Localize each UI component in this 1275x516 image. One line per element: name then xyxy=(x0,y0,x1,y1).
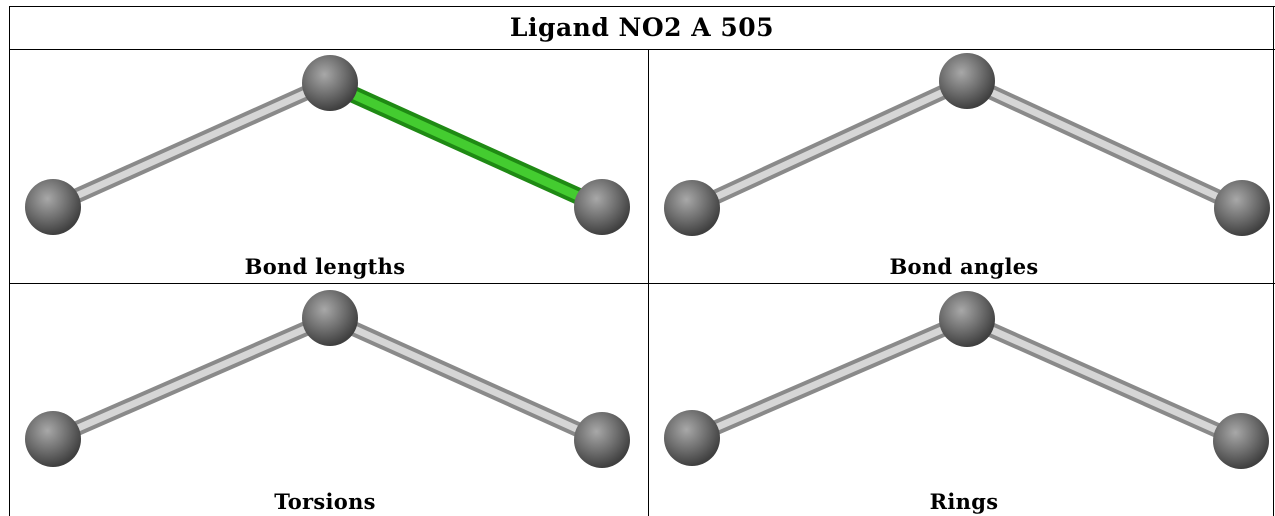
molecule-bond-lengths xyxy=(25,55,630,235)
bond-left xyxy=(45,310,338,447)
frame-right xyxy=(1273,6,1274,516)
bond-right xyxy=(959,73,1250,216)
caption-rings: Rings xyxy=(929,489,999,514)
figure-title: Ligand NO2 A 505 xyxy=(509,13,775,42)
column-divider xyxy=(648,50,649,516)
panel-torsions: Torsions xyxy=(10,284,640,515)
panel-bond-lengths: Bond lengths xyxy=(10,50,640,281)
molecule-torsions xyxy=(25,290,630,468)
molecule-bond-angles xyxy=(664,53,1270,236)
title-divider xyxy=(9,49,1275,50)
atom-right xyxy=(574,412,630,468)
panel-bond-angles: Bond angles xyxy=(649,50,1275,281)
bond-right xyxy=(322,310,609,448)
atom-left xyxy=(25,411,81,467)
atom-center xyxy=(939,53,995,109)
atom-right xyxy=(1213,413,1269,469)
atom-left xyxy=(25,179,81,235)
atom-center xyxy=(302,290,358,346)
atom-left xyxy=(664,180,720,236)
bond-left xyxy=(684,311,975,446)
caption-bond-lengths: Bond lengths xyxy=(244,254,406,279)
bond-left xyxy=(46,75,336,214)
row-divider xyxy=(9,283,1275,284)
atom-right xyxy=(1214,180,1270,236)
frame-left xyxy=(9,6,10,516)
atom-right xyxy=(574,179,630,235)
atom-left xyxy=(664,410,720,466)
bond-right-highlighted xyxy=(319,74,609,215)
bond-left xyxy=(684,73,975,216)
caption-bond-angles: Bond angles xyxy=(889,254,1039,279)
bond-right xyxy=(959,311,1249,449)
molecule-rings xyxy=(664,291,1269,469)
atom-center xyxy=(302,55,358,111)
caption-torsions: Torsions xyxy=(274,489,376,514)
frame-top xyxy=(9,6,1275,7)
panel-rings: Rings xyxy=(649,284,1275,515)
atom-center xyxy=(939,291,995,347)
